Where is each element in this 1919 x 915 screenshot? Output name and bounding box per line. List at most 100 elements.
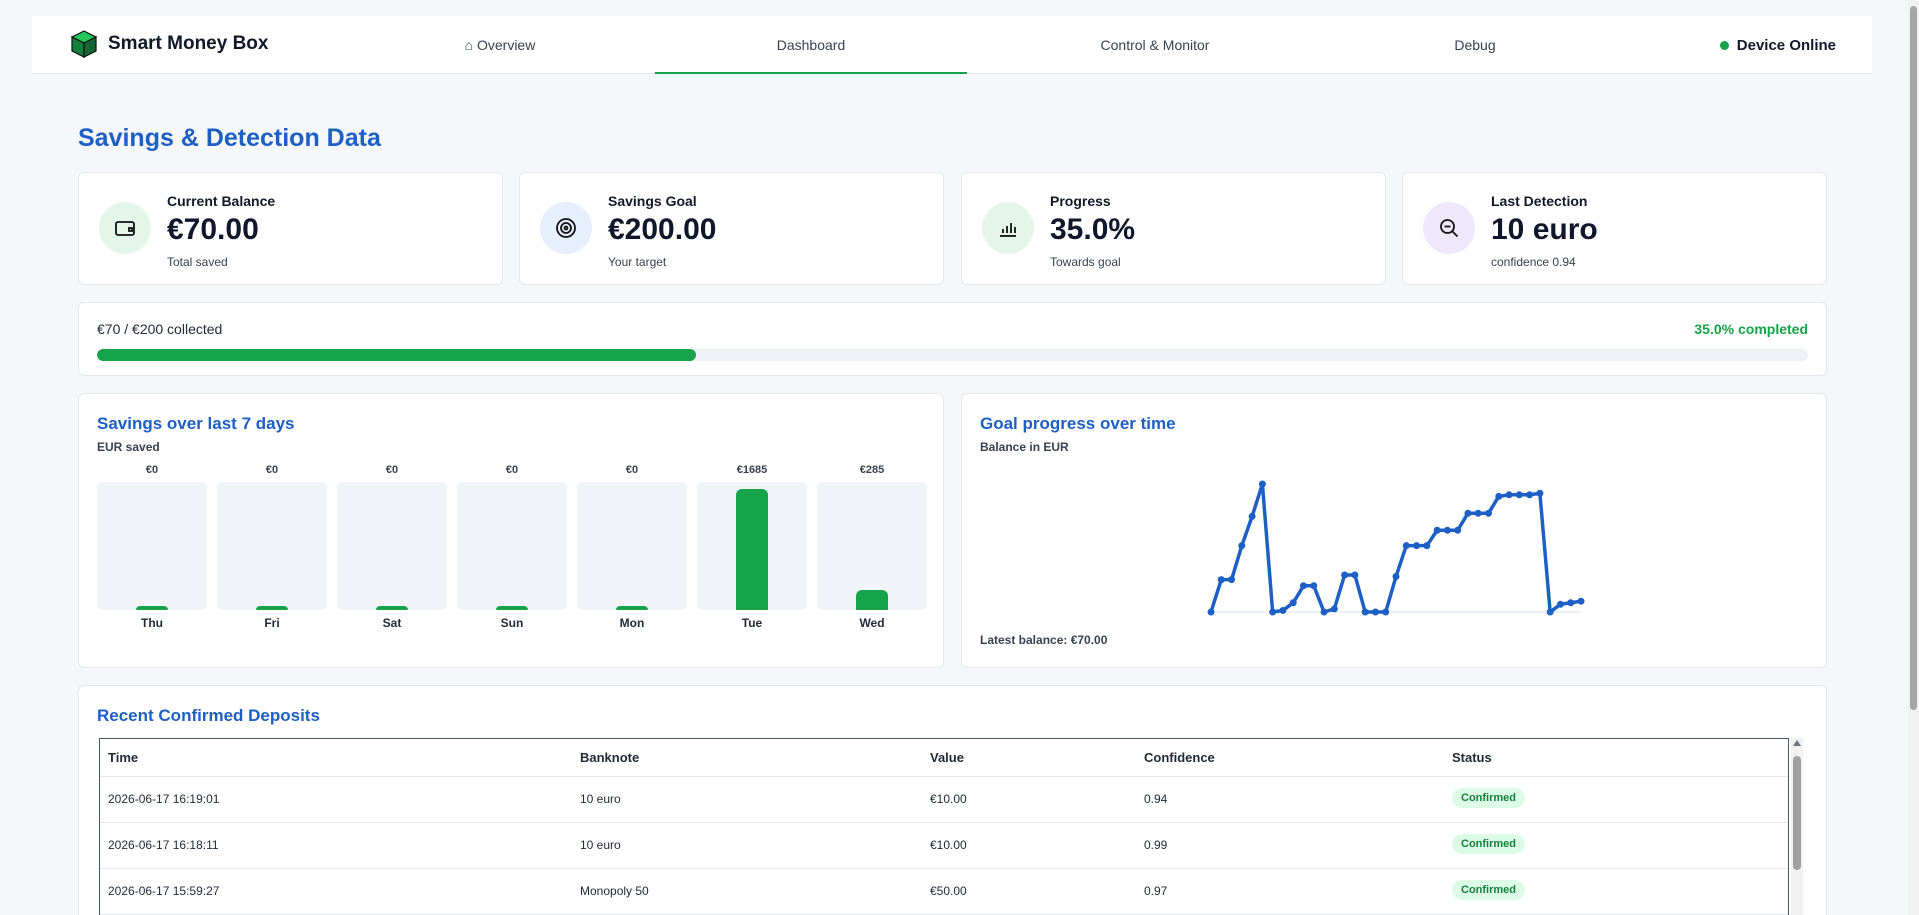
bar [736,489,768,610]
balance-point [1433,526,1441,534]
deposits-panel: Recent Confirmed Deposits Time Banknote … [78,685,1827,915]
table-row: 2026-06-17 15:59:27 Monopoly 50 €50.00 0… [100,869,1788,915]
stat-icon-badge [1423,202,1475,254]
balance-point [1248,512,1256,520]
balance-point [1320,608,1328,616]
top-navbar: Smart Money Box ⌂ Overview Dashboard Con… [32,16,1872,74]
nav-dashboard[interactable]: Dashboard [655,16,967,74]
cell-banknote: 10 euro [580,838,621,852]
panel-title: Goal progress over time [980,414,1176,433]
stat-value: €200.00 [608,213,717,246]
stat-icon-badge [540,202,592,254]
status-badge: Confirmed [1452,788,1525,808]
balance-point [1505,491,1513,499]
stat-label: Current Balance [167,193,276,209]
stat-value: 35.0% [1050,213,1136,246]
cell-confidence: 0.94 [1144,792,1168,806]
scroll-up-arrow-icon[interactable] [1793,740,1801,746]
cell-confidence: 0.97 [1144,884,1168,898]
stat-icon-badge [99,202,151,254]
brand-name: Smart Money Box [108,33,269,54]
stat-sub: Towards goal [1050,255,1121,269]
device-status: Device Online [1719,16,1836,74]
page-title: Savings & Detection Data [78,124,381,152]
balance-point [1474,509,1482,517]
progress-bar-fill [97,349,696,361]
balance-point [1217,576,1225,584]
stat-label: Progress [1050,193,1111,209]
stat-card-progress: Progress 35.0% Towards goal [961,172,1386,285]
balance-point [1392,573,1400,581]
stat-sub: Your target [608,255,667,269]
balance-point [1577,597,1585,605]
column-header: Confidence [1144,750,1215,765]
stat-value: 10 euro [1491,213,1598,246]
goal-progress-panel: Goal progress over time Balance in EUR L… [961,393,1827,668]
bar-value-label: €1685 [736,464,768,476]
table-scrollbar[interactable] [1791,738,1803,915]
balance-point [1423,542,1431,550]
bar-day-label: Mon [619,616,645,630]
balance-point [1402,542,1410,550]
table-header: Time Banknote Value Confidence Status [100,739,1788,777]
column-header: Status [1452,750,1492,765]
bar-value-label: €0 [625,464,639,476]
cell-time: 2026-06-17 15:59:27 [108,884,220,898]
balance-point [1351,571,1359,579]
balance-point [1258,480,1266,488]
stat-card-goal: Savings Goal €200.00 Your target [519,172,944,285]
bar-track [577,482,687,610]
balance-point [1443,526,1451,534]
nav-overview[interactable]: ⌂ Overview [464,37,536,53]
panel-subtitle: EUR saved [97,440,160,454]
table-row: 2026-06-17 16:19:01 10 euro €10.00 0.94 … [100,777,1788,823]
line-chart [1207,480,1585,616]
cell-value: €10.00 [930,838,967,852]
balance-point [1300,582,1307,590]
page-scrollbar[interactable] [1908,0,1919,915]
stat-label: Last Detection [1491,193,1588,209]
bar [376,606,408,610]
bar-track [697,482,807,610]
bar-value-label: €285 [859,464,885,476]
cell-banknote: Monopoly 50 [580,884,649,898]
wallet-icon [115,221,135,236]
column-header: Time [108,750,139,765]
balance-point [1464,509,1472,517]
balance-point [1567,599,1575,607]
cell-time: 2026-06-17 16:18:11 [108,838,219,852]
balance-point [1371,608,1379,616]
bar-value-label: €0 [505,464,519,476]
panel-title: Recent Confirmed Deposits [97,706,320,725]
bar-track [457,482,567,610]
cube-logo-icon [70,30,98,58]
nav-debug[interactable]: Debug [1454,37,1496,53]
bar [256,606,288,610]
stat-value: €70.00 [167,213,259,246]
bar-day-label: Tue [741,616,763,630]
cell-time: 2026-06-17 16:19:01 [108,792,220,806]
status-badge: Confirmed [1452,880,1525,900]
bar-day-label: Thu [141,616,163,630]
bar-value-label: €0 [145,464,159,476]
brand[interactable]: Smart Money Box [70,30,268,58]
stat-card-balance: Current Balance €70.00 Total saved [78,172,503,285]
stat-card-last-detection: Last Detection 10 euro confidence 0.94 [1402,172,1827,285]
balance-point [1310,582,1318,590]
balance-point [1515,491,1523,499]
bar-value-label: €0 [385,464,399,476]
balance-point [1238,542,1246,550]
page-scroll-thumb[interactable] [1910,6,1917,710]
balance-point [1330,605,1338,613]
balance-point [1546,608,1554,616]
progress-completed: 35.0% completed [1694,321,1808,337]
progress-collected: €70 / €200 collected [97,321,223,337]
balance-point [1207,608,1215,616]
nav-control-monitor[interactable]: Control & Monitor [1100,37,1210,53]
table-scroll-thumb[interactable] [1793,756,1801,870]
column-header: Banknote [580,750,640,765]
progress-card: €70 / €200 collected 35.0% completed [78,302,1827,376]
panel-title: Savings over last 7 days [97,414,295,433]
bar-track [817,482,927,610]
bar [496,606,528,610]
